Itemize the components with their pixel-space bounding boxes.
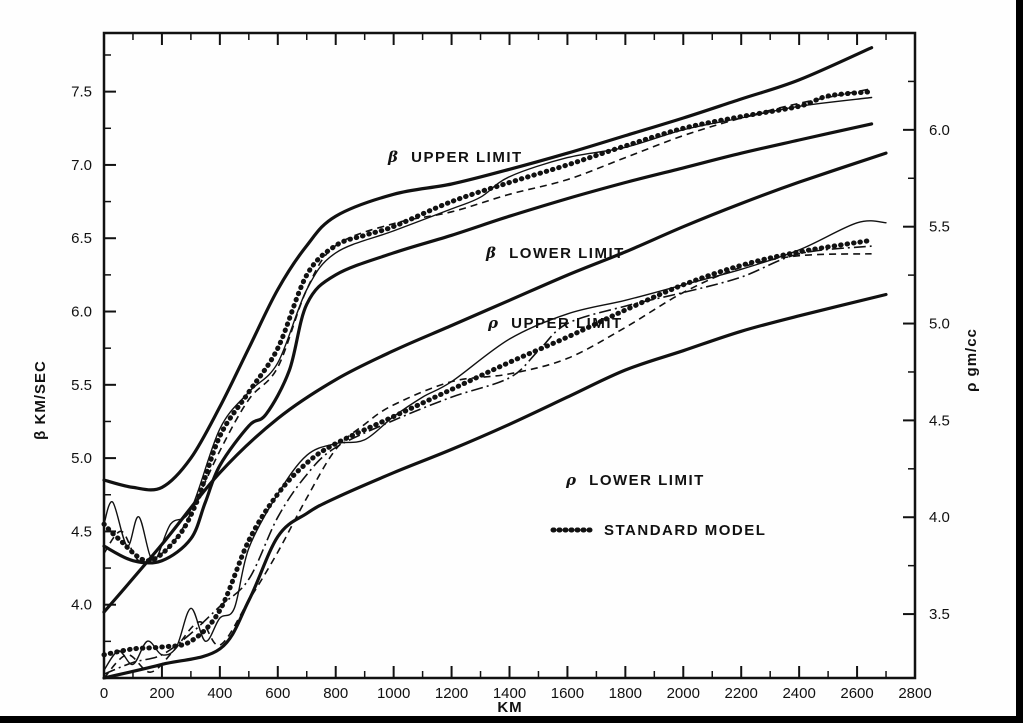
y-left-tick-label: 4.5 [71, 523, 92, 540]
x-axis-title: KM [497, 699, 522, 716]
annot-beta-lower-symbol: β [485, 244, 497, 262]
annot-rho-lower-text: LOWER LIMIT [589, 472, 705, 489]
y-left-tick-label: 5.0 [71, 450, 92, 467]
x-tick-label: 400 [207, 685, 232, 702]
y-left-axis-title: β KM/SEC [32, 360, 49, 440]
rho-model-thin-line [103, 220, 887, 671]
y-left-tick-label: 6.5 [71, 230, 92, 247]
annot-beta-lower: β LOWER LIMIT [485, 244, 625, 262]
beta-model-dotted-line [101, 89, 875, 564]
annot-rho-lower: ρ LOWER LIMIT [565, 471, 705, 489]
x-tick-label: 2800 [898, 685, 931, 702]
x-tick-label: 1800 [609, 685, 642, 702]
y-left-tick-label: 4.0 [71, 597, 92, 614]
rho-model-dashdot-line [103, 245, 872, 675]
y-right-tick-label: 6.0 [929, 122, 950, 139]
annot-rho-upper-symbol: ρ [487, 314, 499, 332]
x-tick-label: 2000 [667, 685, 700, 702]
legend-standard-model-label: STANDARD MODEL [604, 522, 766, 539]
rho-model-dashed-line [103, 253, 872, 679]
y-right-tick-label: 4.5 [929, 412, 950, 429]
rho-model-dotted-line [101, 237, 875, 658]
legend-standard-model: STANDARD MODEL [550, 522, 766, 539]
x-tick-label: 1400 [493, 685, 526, 702]
y-right-tick-label: 5.0 [929, 316, 950, 333]
y-right-tick-label: 4.0 [929, 509, 950, 526]
y-left-tick-label: 7.5 [71, 84, 92, 101]
beta-limit-line [102, 122, 874, 565]
x-tick-label: 200 [149, 685, 174, 702]
x-tick-label: 1200 [435, 685, 468, 702]
plot-frame [102, 31, 917, 680]
y-left-tick-label: 5.5 [71, 377, 92, 394]
x-tick-label: 2600 [840, 685, 873, 702]
y-left-tick-label: 7.0 [71, 157, 92, 174]
y-right-axis-title: ρ gm/cc [963, 328, 980, 392]
x-tick-label: 0 [100, 685, 108, 702]
scan-border-right [1016, 0, 1023, 723]
tick-labels: 0 200 400 600 800 1000 1200 1400 1600 1800 2000 220… [71, 84, 950, 702]
beta-model-dashed-line [103, 87, 872, 563]
x-tick-label: 2400 [782, 685, 815, 702]
x-tick-label: 1600 [551, 685, 584, 702]
series-layer [101, 46, 888, 680]
beta-limit-line [102, 46, 874, 492]
rho-limit-line [102, 151, 888, 614]
annot-beta-upper: β UPPER LIMIT [387, 148, 523, 166]
annot-beta-upper-symbol: β [387, 148, 399, 166]
y-left-tick-label: 6.0 [71, 304, 92, 321]
rho-limit-line [102, 292, 888, 680]
x-tick-label: 800 [323, 685, 348, 702]
annot-rho-upper-text: UPPER LIMIT [511, 315, 623, 332]
axis-ticks [103, 33, 916, 678]
annot-beta-upper-text: UPPER LIMIT [411, 149, 523, 166]
annot-rho-upper: ρ UPPER LIMIT [487, 314, 623, 332]
beta-model-thin-line [103, 96, 873, 562]
x-tick-label: 2200 [725, 685, 758, 702]
y-right-tick-label: 3.5 [929, 606, 950, 623]
annot-rho-lower-symbol: ρ [565, 471, 577, 489]
x-tick-label: 1000 [377, 685, 410, 702]
y-right-tick-label: 5.5 [929, 219, 950, 236]
x-tick-label: 600 [265, 685, 290, 702]
scan-border-bottom [0, 716, 1023, 723]
annot-beta-lower-text: LOWER LIMIT [509, 245, 625, 262]
